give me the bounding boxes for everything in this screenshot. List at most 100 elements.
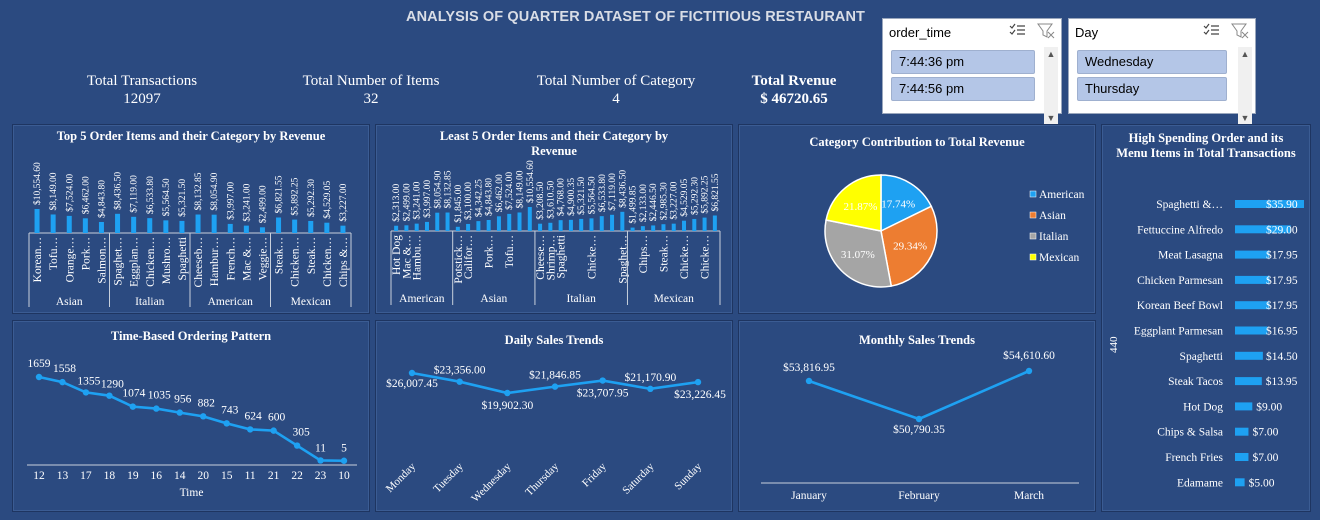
data-label: $54,610.60 [1003, 349, 1055, 362]
tick-label: Monday [384, 460, 419, 495]
scroll-down-icon[interactable]: ▼ [1240, 113, 1250, 123]
kpi-value: 4 [612, 91, 620, 107]
bar [163, 220, 169, 233]
data-point [59, 378, 66, 386]
day-slicer[interactable]: Day Wednesday Thursday ▲ ▼ [1068, 18, 1256, 125]
bar [682, 220, 687, 231]
bar-label: Spaghetti &… [1156, 199, 1223, 211]
bar [66, 215, 72, 233]
time-pattern-panel: Time-Based Ordering Pattern 1659 12 1558 13… [12, 320, 370, 512]
daily-sales-chart: $26,007.45 Monday $23,356.00 Tuesday $19,902… [384, 364, 726, 505]
tick-label: March [1014, 490, 1044, 502]
clear-filter-icon[interactable] [1037, 23, 1055, 39]
data-label: $4,843.80 [484, 178, 495, 216]
data-label: $5,892.25 [700, 175, 711, 213]
data-label: $3,208.50 [535, 181, 546, 219]
tick-label: Spaghetti [177, 237, 189, 280]
tick-label: 19 [127, 470, 139, 482]
bar-label: Korean Beef Bowl [1137, 300, 1223, 312]
bar [424, 221, 429, 231]
tick-label: Saturday [620, 460, 656, 496]
data-label: 1074 [122, 388, 145, 400]
data-label: $8,149.00 [515, 170, 526, 208]
data-label: $23,356.00 [434, 364, 486, 377]
slicer-header: order_time [883, 19, 1061, 45]
tick-label: 12 [33, 470, 45, 482]
order-time-slicer[interactable]: order_time 7:44:36 pm 7:44:56 pm ▲ ▼ [882, 18, 1062, 125]
data-label: $7.00 [1252, 426, 1278, 439]
tick-label: Eggplan… [129, 237, 141, 287]
bar [558, 220, 563, 231]
data-point [153, 405, 160, 412]
data-label: $3,227.00 [338, 183, 349, 221]
panel-title: High Spending Order and its Menu Items i… [1116, 131, 1296, 160]
tick-label: 11 [245, 470, 256, 482]
slice-label: 29.34% [893, 241, 927, 253]
dashboard-title: ANALYSIS OF QUARTER DATASET OF FICTITIOU… [406, 9, 865, 25]
tick-label: Pork… [484, 235, 496, 268]
data-label: $6,821.55 [274, 175, 285, 213]
tick-label: Steak… [274, 237, 286, 274]
tick-label: Cheeseb… [193, 237, 205, 287]
tick-label: French… [225, 237, 237, 280]
data-label: 1290 [101, 379, 124, 391]
slicer-item[interactable]: 7:44:36 pm [891, 50, 1035, 74]
clear-filter-icon[interactable] [1231, 23, 1249, 39]
group-label: Italian [135, 296, 165, 308]
monthly-sales-panel: Monthly Sales Trends $53,816.95 January $5… [738, 320, 1096, 512]
bar [671, 223, 676, 231]
data-point [551, 383, 559, 390]
tick-label: Hambu… [412, 235, 424, 280]
slicer-item[interactable]: 7:44:56 pm [891, 77, 1035, 101]
monthly-sales-chart: $53,816.95 January $50,790.35 February $54,6… [761, 349, 1079, 502]
data-label: 624 [245, 410, 263, 422]
tick-label: Chicke… [700, 235, 712, 279]
data-label: $6,462.00 [80, 176, 91, 214]
bar [476, 221, 481, 231]
tick-label: 22 [291, 470, 303, 482]
bar [1235, 225, 1291, 234]
bar [1235, 200, 1304, 208]
data-label: $6,821.55 [710, 173, 721, 211]
scroll-up-icon[interactable]: ▲ [1240, 49, 1250, 59]
scroll-down-icon[interactable]: ▼ [1046, 113, 1056, 123]
slicer-item[interactable]: Thursday [1077, 77, 1227, 101]
tick-label: 17 [80, 470, 92, 482]
time-pattern-chart: 1659 12 1558 13 1355 17 1290 18 1074 19 1035 16 956 1… [27, 358, 357, 499]
data-label: $4,529.05 [322, 180, 333, 218]
multi-select-icon[interactable] [1009, 23, 1025, 37]
tick-label: Chicken… [145, 237, 157, 287]
data-label: $3,241.00 [241, 183, 252, 221]
category-pie-panel: Category Contribution to Total Revenue 1… [738, 124, 1096, 314]
data-label: $29.00 [1266, 223, 1298, 236]
tick-label: Pork… [80, 237, 92, 270]
kpi-value: $ 46720.65 [760, 91, 828, 107]
slicer-item[interactable]: Wednesday [1077, 50, 1227, 74]
tick-label: 18 [104, 470, 116, 482]
bar [1235, 427, 1249, 436]
data-point [270, 427, 277, 434]
bar [466, 223, 471, 231]
bar [1235, 326, 1268, 335]
kpi-label: Total Number of Category [536, 73, 696, 89]
legend-label: Mexican [1039, 252, 1079, 264]
bar-label: Hot Dog [1183, 401, 1223, 413]
tick-label: Chicke… [586, 235, 598, 279]
scrollbar[interactable]: ▲ ▼ [1238, 47, 1252, 125]
scroll-up-icon[interactable]: ▲ [1046, 49, 1056, 59]
slice-label: 31.07% [841, 249, 875, 261]
data-label: $10,554.60 [525, 160, 536, 203]
least5-panel: Least 5 Order Items and their Category b… [375, 124, 733, 314]
data-label: $23,707.95 [577, 387, 629, 400]
scrollbar[interactable]: ▲ ▼ [1044, 47, 1058, 125]
top5-panel: Top 5 Order Items and their Category by … [12, 124, 370, 314]
tick-label: Spaghet… [617, 235, 629, 284]
bar-label: Eggplant Parmesan [1134, 326, 1223, 338]
data-label: $5,292.30 [689, 177, 700, 215]
group-label: Italian [567, 293, 597, 305]
tick-label: Spaghet… [113, 237, 125, 286]
daily-sales-panel: Daily Sales Trends $26,007.45 Monday $23,3… [375, 320, 733, 512]
multi-select-icon[interactable] [1203, 23, 1219, 37]
data-label: $4,529.05 [679, 178, 690, 216]
data-label: $3,997.00 [422, 180, 433, 218]
